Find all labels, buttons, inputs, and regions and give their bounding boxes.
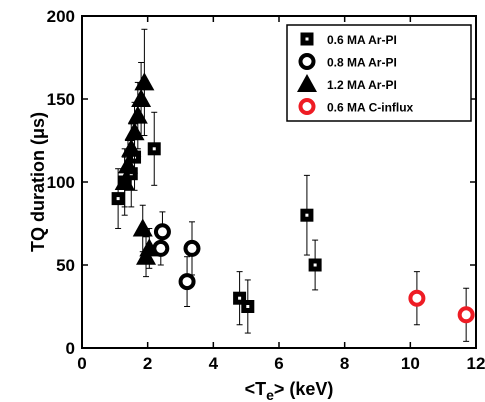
triangle-point (124, 122, 145, 141)
x-tick-label: 6 (274, 354, 283, 373)
y-tick-label: 100 (47, 173, 75, 192)
x-axis-title-pre: <T (245, 379, 267, 399)
circle-point (178, 273, 196, 291)
triangle-point (114, 172, 135, 190)
circle-point (457, 306, 475, 324)
triangle-point (134, 72, 155, 91)
legend-label: 1.2 MA Ar-PI (327, 78, 397, 92)
y-tick-label: 50 (56, 256, 75, 275)
x-tick-label: 4 (209, 354, 219, 373)
legend: 0.6 MA Ar-PI 0.8 MA Ar-PI 1.2 MA Ar-PI 0.6 … (286, 24, 472, 122)
legend-item: 1.2 MA Ar-PI (297, 74, 397, 92)
x-tick-label: 2 (143, 354, 152, 373)
legend-circle-marker (298, 53, 316, 70)
legend-triangle-marker (297, 74, 317, 92)
triangle-point (132, 218, 153, 237)
x-tick-label: 8 (340, 354, 349, 373)
circle-point (408, 289, 426, 307)
x-tick-label: 0 (77, 354, 86, 373)
x-axis-title-sub: e (266, 387, 274, 402)
x-axis-title-post: > (keV) (274, 379, 334, 399)
series-1-2-ma-ar-pi (114, 28, 160, 278)
legend-label: 0.8 MA Ar-PI (327, 56, 397, 70)
y-tick-label: 200 (47, 7, 75, 26)
legend-circle-marker (298, 98, 316, 115)
axis-ticks: 0 2 4 6 8 10 12 0 50 100 150 200 (47, 7, 485, 373)
square-point-center (238, 296, 242, 300)
triangle-point (139, 238, 160, 257)
y-axis-title: TQ duration (μs) (28, 112, 48, 252)
legend-square-marker-center (305, 37, 309, 41)
legend-box (286, 24, 472, 122)
square-point-center (313, 263, 317, 267)
y-tick-label: 150 (47, 90, 75, 109)
square-point-center (305, 213, 309, 217)
legend-label: 0.6 MA Ar-PI (327, 33, 397, 47)
triangle-point (121, 138, 142, 157)
legend-item: 0.6 MA Ar-PI (300, 32, 397, 47)
x-axis-title: <Te> (keV) (245, 379, 334, 402)
legend-label: 0.6 MA C-influx (327, 101, 414, 115)
legend-item: 0.6 MA C-influx (298, 98, 414, 115)
y-tick-label: 0 (66, 339, 75, 358)
circle-point (183, 239, 201, 257)
square-point-center (246, 305, 250, 308)
square-point-center (116, 197, 120, 201)
series-0-6-ma-c-influx (408, 271, 475, 342)
circle-point (153, 223, 171, 241)
data-marks (111, 28, 475, 342)
x-tick-label: 10 (401, 354, 420, 373)
square-point-center (152, 147, 156, 151)
legend-item: 0.8 MA Ar-PI (298, 53, 397, 70)
series-0-8-ma-ar-pi (152, 211, 201, 307)
triangle-point (131, 89, 152, 107)
x-tick-label: 12 (467, 354, 485, 373)
triangle-point (127, 105, 148, 124)
triangle-point (117, 155, 138, 174)
